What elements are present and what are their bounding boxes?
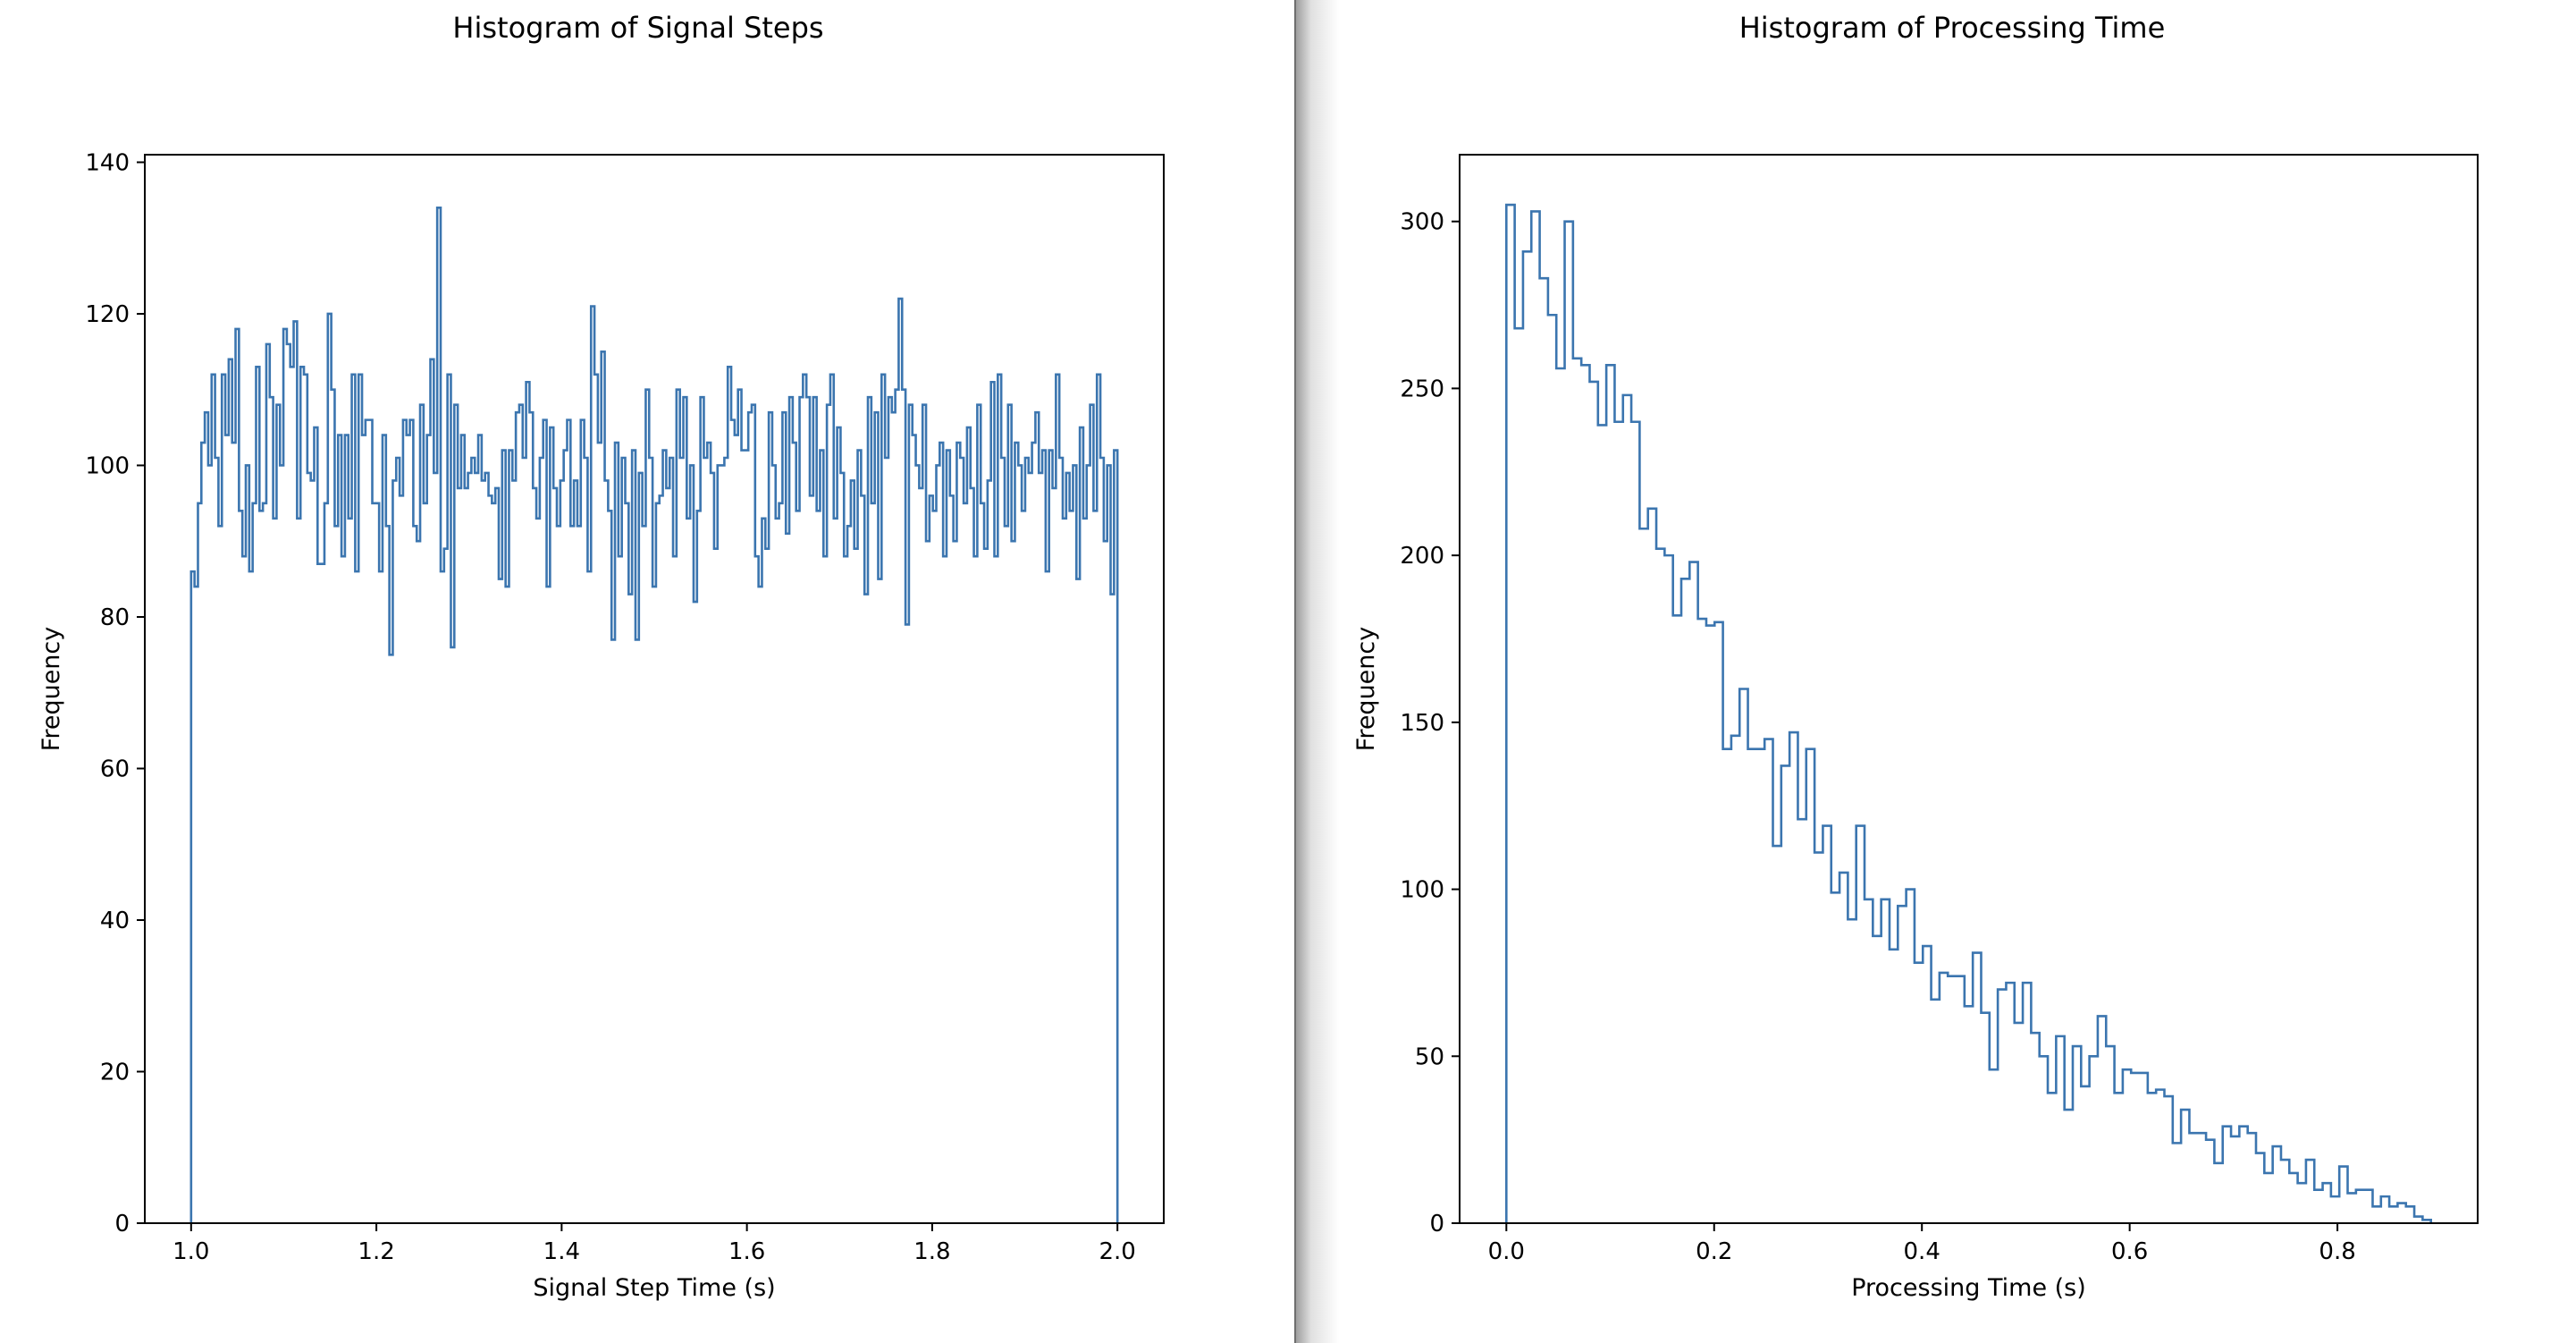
y-axis-label: Frequency: [38, 627, 65, 752]
x-tick-label: 0.8: [2319, 1238, 2355, 1265]
y-tick-label: 80: [100, 604, 130, 631]
y-tick-label: 40: [100, 908, 130, 934]
y-axis-label: Frequency: [1352, 627, 1380, 752]
x-tick-label: 1.8: [913, 1238, 950, 1265]
processing-time-histogram: Histogram of Processing Time Processing …: [1352, 11, 2479, 1302]
x-tick-label: 0.2: [1696, 1238, 1732, 1265]
signal-steps-histogram: Histogram of Signal Steps Signal Step Ti…: [38, 11, 1165, 1302]
y-tick-label: 100: [85, 452, 130, 479]
x-tick-label: 1.4: [543, 1238, 580, 1265]
y-tick-label: 20: [100, 1059, 130, 1085]
histogram-step-line: [189, 207, 1119, 1223]
y-tick-label: 100: [1400, 877, 1444, 904]
x-axis-label: Signal Step Time (s): [533, 1274, 775, 1302]
x-tick-label: 0.6: [2111, 1238, 2148, 1265]
x-tick-label: 0.4: [1904, 1238, 1940, 1265]
chart-title: Histogram of Signal Steps: [452, 11, 823, 45]
y-tick-label: 120: [85, 301, 130, 328]
histogram-step-line: [1505, 203, 2432, 1223]
x-tick-label: 1.6: [728, 1238, 765, 1265]
left-chart-panel: Histogram of Signal Steps Signal Step Ti…: [38, 11, 1165, 1302]
y-tick-label: 140: [85, 149, 130, 176]
y-tick-label: 60: [100, 756, 130, 782]
x-axis-label: Processing Time (s): [1851, 1274, 2086, 1302]
x-tick-label: 1.2: [358, 1238, 394, 1265]
y-tick-label: 0: [114, 1211, 130, 1237]
plot-frame: [144, 154, 1165, 1224]
divider-shadow: [1296, 0, 1339, 1343]
right-chart-panel: Histogram of Processing Time Processing …: [1296, 0, 2576, 1343]
y-tick-label: 50: [1415, 1043, 1444, 1070]
y-tick-label: 200: [1400, 543, 1444, 570]
plot-frame: [1459, 154, 2479, 1224]
y-tick-label: 250: [1400, 376, 1444, 402]
x-tick-label: 1.0: [173, 1238, 209, 1265]
x-tick-label: 0.0: [1488, 1238, 1525, 1265]
y-tick-label: 0: [1429, 1211, 1444, 1237]
y-tick-label: 150: [1400, 710, 1444, 737]
y-tick-label: 300: [1400, 209, 1444, 236]
x-tick-label: 2.0: [1099, 1238, 1136, 1265]
chart-title: Histogram of Processing Time: [1739, 11, 2166, 45]
pane-divider[interactable]: [1294, 0, 1296, 1343]
